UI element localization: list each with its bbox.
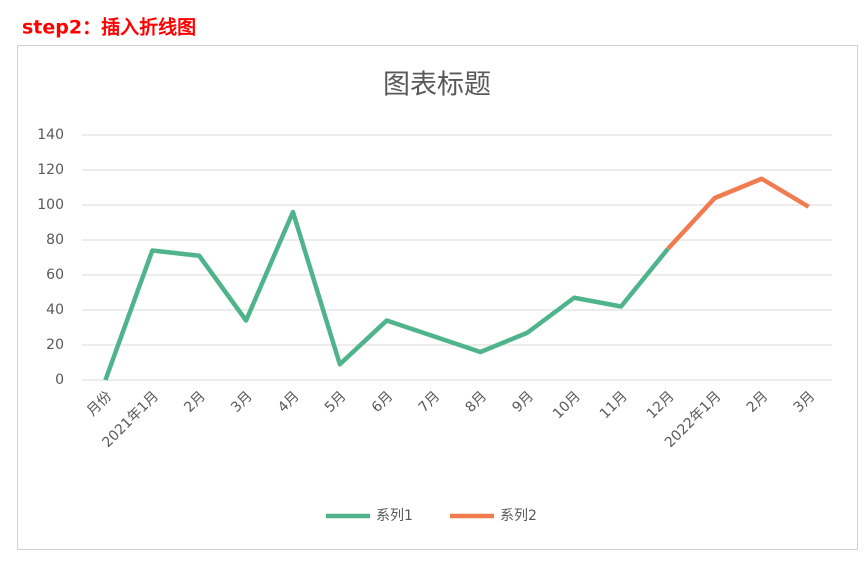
y-tick-label: 40 xyxy=(46,302,64,318)
step-header: step2：插入折线图 xyxy=(22,16,196,39)
y-tick-label: 60 xyxy=(46,267,64,283)
y-tick-label: 80 xyxy=(46,232,64,248)
series-line xyxy=(666,176,810,251)
legend-label: 系列2 xyxy=(500,508,537,524)
y-tick-label: 0 xyxy=(55,372,64,388)
y-tick-label: 120 xyxy=(37,162,64,178)
legend-label: 系列1 xyxy=(376,508,413,524)
y-tick-label: 140 xyxy=(37,127,64,143)
chart-title: 图表标题 xyxy=(383,70,491,101)
y-tick-label: 20 xyxy=(46,337,64,353)
y-tick-label: 100 xyxy=(37,197,64,213)
chart-frame xyxy=(17,45,858,550)
series-line xyxy=(103,209,670,381)
